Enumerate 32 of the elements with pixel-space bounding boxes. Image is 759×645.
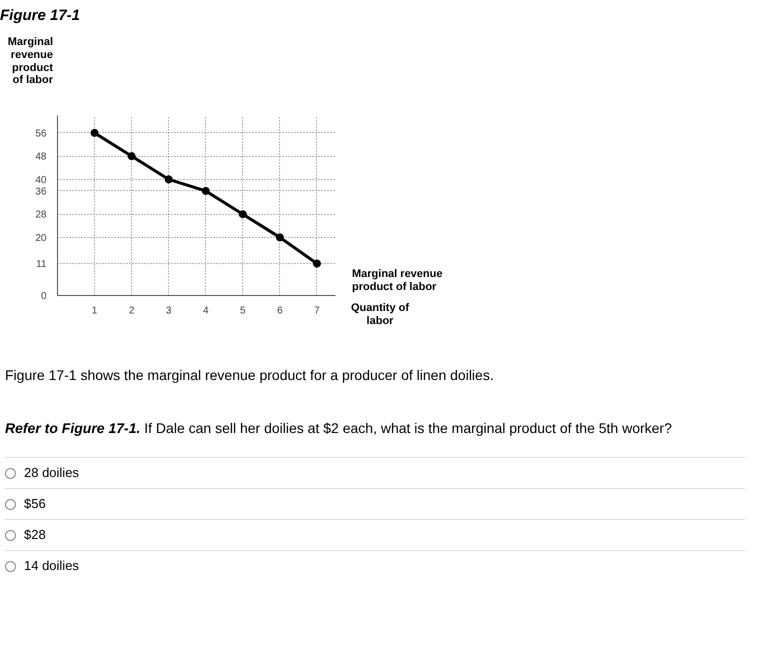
y-tick-label: 0 xyxy=(40,291,47,302)
text: Marginal revenue product of labor xyxy=(352,268,444,294)
point xyxy=(164,176,173,184)
y-tick-label: 11 xyxy=(36,259,47,270)
x-tick-label: 2 xyxy=(128,306,135,317)
text: Refer to Figure 17-1. If Dale can sell her doilies at $2 each, what is the marginal product of the 5th worker? xyxy=(5,419,672,438)
y-axis-title: Marginal revenue product of labor xyxy=(6,36,53,87)
text: $28 xyxy=(23,526,46,544)
y-tick-label: 56 xyxy=(35,128,47,140)
y-tick-label: 28 xyxy=(35,210,47,222)
text: $56 xyxy=(23,495,46,514)
chart-title: Figure 17-1 xyxy=(0,7,80,24)
text: 14 doilies xyxy=(23,557,79,576)
point xyxy=(312,260,321,268)
point xyxy=(128,152,136,161)
point xyxy=(238,210,247,219)
x-tick-label: 6 xyxy=(277,306,284,317)
point xyxy=(276,234,284,242)
caption: Figure 17-1 shows the marginal revenue product for a producer of linen doilies. xyxy=(5,366,494,386)
y-tick-label: 40 xyxy=(35,175,47,186)
point xyxy=(202,187,210,196)
y-tick-label: 48 xyxy=(35,152,47,164)
x-tick-label: 5 xyxy=(240,306,246,317)
x-tick-label: 4 xyxy=(202,306,209,317)
x-tick-label: 3 xyxy=(166,306,172,317)
text: 28 doilies xyxy=(23,464,79,482)
point xyxy=(90,129,99,138)
y-tick-label: 36 xyxy=(35,186,47,198)
x-tick-label: 1 xyxy=(92,306,98,317)
x-axis-title: Quantity of labor xyxy=(350,302,410,328)
y-tick-label: 20 xyxy=(35,233,47,244)
x-tick-label: 7 xyxy=(314,306,320,317)
